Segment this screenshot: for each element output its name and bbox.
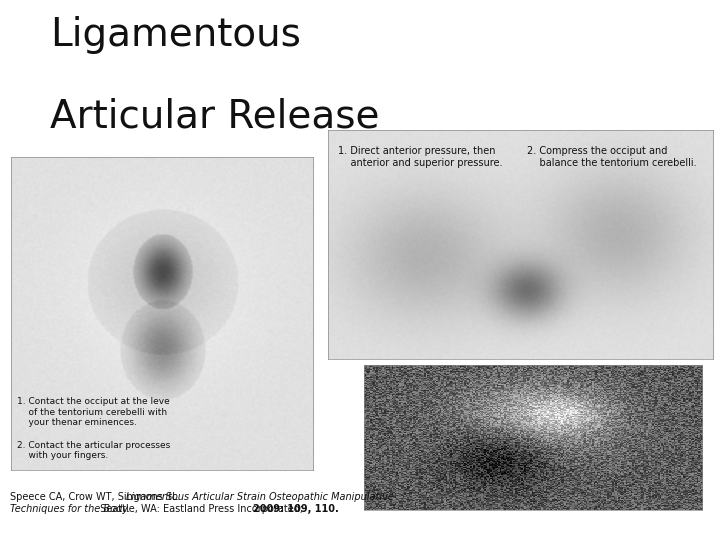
Text: 2009: 109, 110.: 2009: 109, 110.	[253, 504, 338, 514]
Text: 1. Contact the occiput at the leve
    of the tentorium cerebelli with
    your : 1. Contact the occiput at the leve of th…	[17, 397, 170, 427]
Text: Ligamentous: Ligamentous	[50, 16, 301, 54]
Text: Seattle, WA: Eastland Press Incorporated;: Seattle, WA: Eastland Press Incorporated…	[97, 504, 306, 514]
Text: Articular Release: Articular Release	[50, 97, 380, 135]
Text: Techniques for the Body.: Techniques for the Body.	[10, 504, 130, 514]
Text: Speece CA, Crow WT, Simmons SL.: Speece CA, Crow WT, Simmons SL.	[10, 492, 184, 502]
Text: 2. Compress the occiput and
    balance the tentorium cerebelli.: 2. Compress the occiput and balance the …	[527, 146, 696, 168]
Text: Ligamentous Articular Strain Osteopathic Manipulative: Ligamentous Articular Strain Osteopathic…	[126, 492, 394, 502]
Text: 1. Direct anterior pressure, then
    anterior and superior pressure.: 1. Direct anterior pressure, then anteri…	[338, 146, 503, 168]
Text: 2. Contact the articular processes
    with your fingers.: 2. Contact the articular processes with …	[17, 441, 171, 461]
